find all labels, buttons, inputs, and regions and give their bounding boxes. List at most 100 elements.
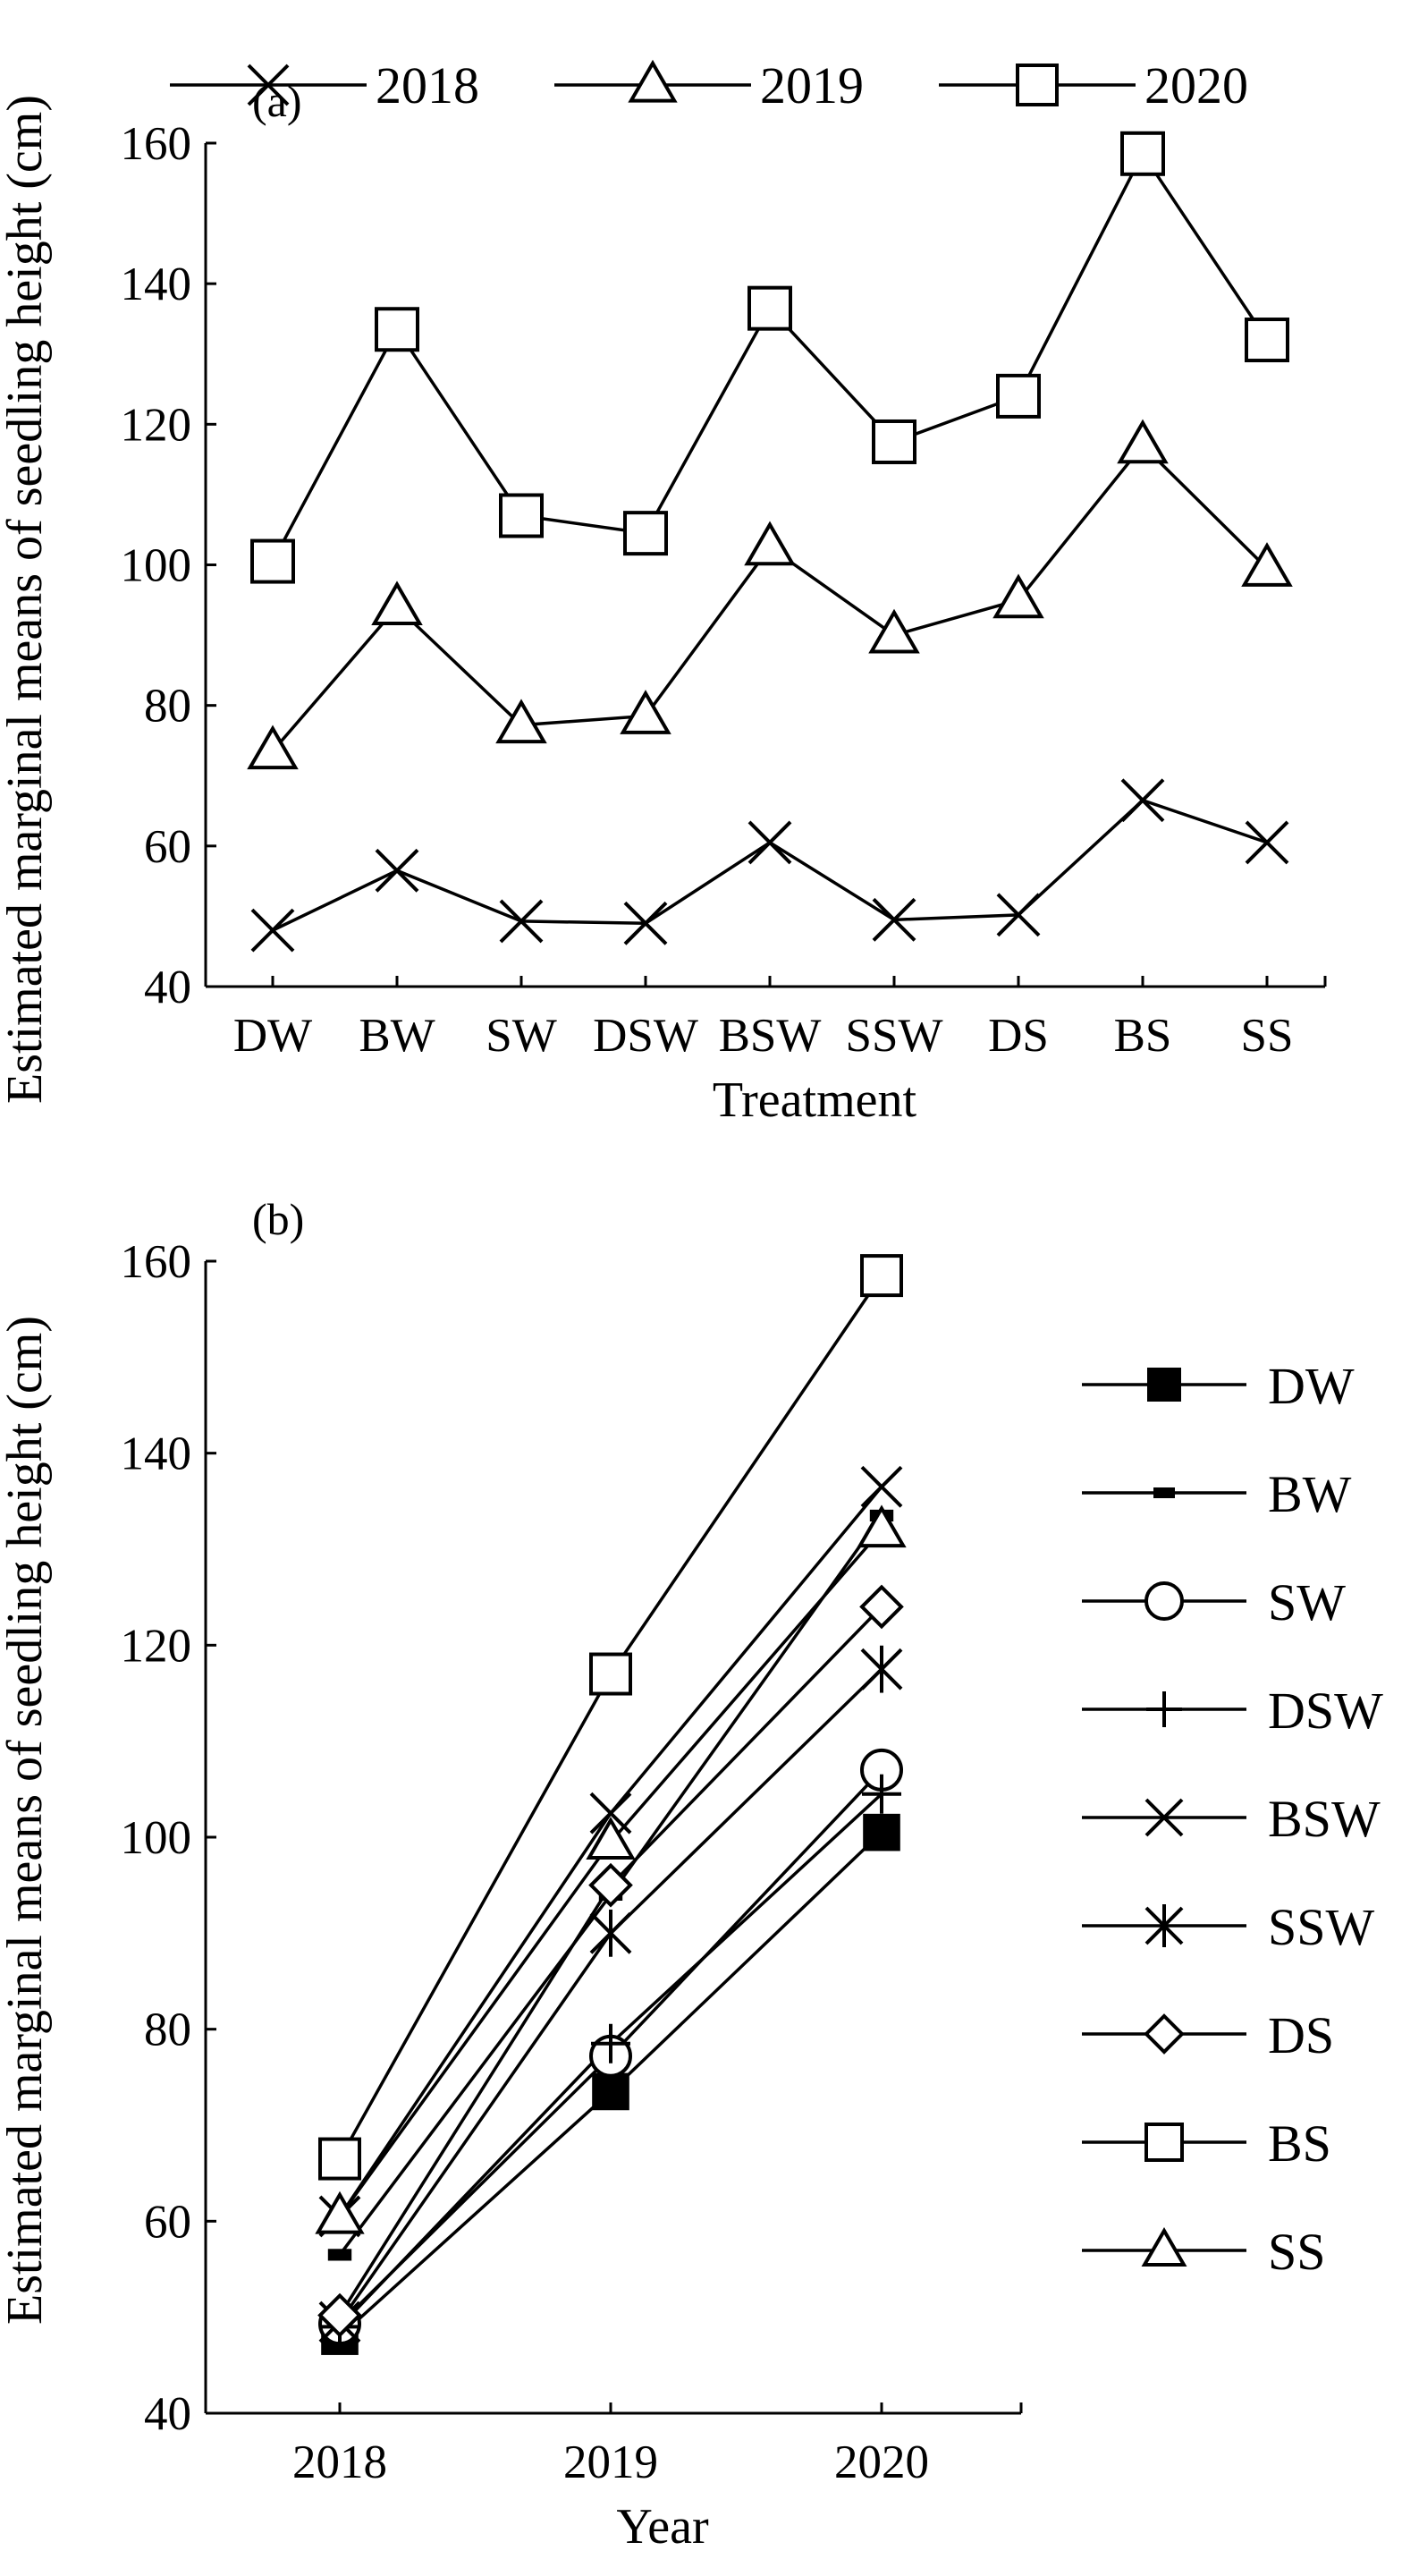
data-point-2019-BS-shape bbox=[1117, 419, 1169, 464]
x-tick-label-SW: SW bbox=[486, 1010, 557, 1062]
x-tick-label-2019: 2019 bbox=[563, 2436, 658, 2488]
panel-a: 40 60 80 100 120 140 160 DW BW SW DSW BSW SSW DS BS SS T… bbox=[121, 56, 1327, 1128]
legend-marker-2018 bbox=[247, 64, 290, 106]
legend-marker-BW bbox=[1153, 1487, 1175, 1498]
x-tick-label-BW: BW bbox=[359, 1010, 435, 1062]
data-point-2018-SW bbox=[499, 899, 544, 944]
legend-marker-2018-stroke bbox=[247, 64, 290, 106]
data-point-SSW-2020 bbox=[860, 1645, 903, 1693]
data-point-2020-SW-shape bbox=[499, 493, 544, 538]
legend-marker-SS-shape bbox=[1141, 2227, 1187, 2267]
data-point-2018-DS-stroke bbox=[996, 893, 1041, 937]
data-point-DS-2018 bbox=[317, 2292, 362, 2338]
legend-label-2019: 2019 bbox=[760, 56, 864, 114]
legend-marker-BS bbox=[1144, 2123, 1184, 2162]
data-point-BS-2020 bbox=[860, 1254, 903, 1298]
data-point-DSW-2020 bbox=[862, 1774, 901, 1814]
data-point-2020-SS-shape bbox=[1245, 318, 1289, 363]
data-point-DW-2020-shape bbox=[863, 1813, 900, 1852]
y-tick-label-100: 100 bbox=[121, 1812, 192, 1864]
y-tick-label-40: 40 bbox=[144, 2388, 191, 2440]
x-tick-label-DS: DS bbox=[988, 1010, 1049, 1062]
data-point-2018-DS bbox=[996, 893, 1041, 937]
data-point-2020-DW bbox=[250, 538, 295, 584]
data-point-2019-DS bbox=[992, 573, 1044, 619]
data-point-BSW-2020-stroke bbox=[860, 1465, 903, 1508]
legend-label-SW: SW bbox=[1268, 1573, 1346, 1631]
legend-right: DW BW SW DSW BSW SSW DS BS SS bbox=[1082, 1357, 1383, 2281]
data-point-BSW-2019-stroke bbox=[589, 1792, 632, 1835]
y-axis-title-panel-a: Estimated marginal means of seedling hei… bbox=[0, 95, 53, 1104]
data-point-2020-DSW-shape bbox=[623, 511, 668, 556]
legend-marker-BS-shape bbox=[1144, 2123, 1184, 2162]
series-line-2019 bbox=[271, 443, 1269, 752]
data-point-BSW-2020 bbox=[860, 1465, 903, 1508]
data-point-BS-2019-shape bbox=[589, 1652, 632, 1696]
data-point-DS-2020-shape bbox=[859, 1584, 904, 1630]
data-point-2018-BW bbox=[375, 848, 419, 893]
legend-marker-DW bbox=[1147, 1368, 1181, 1402]
data-point-DSW-2019 bbox=[591, 2023, 630, 2063]
legend-label-DW: DW bbox=[1268, 1357, 1355, 1415]
legend-label-BSW: BSW bbox=[1268, 1790, 1381, 1848]
legend-top: 2018 2019 2020 bbox=[170, 56, 1248, 114]
data-point-DS-2019 bbox=[588, 1862, 633, 1908]
legend-marker-2020 bbox=[1016, 64, 1059, 106]
x-tick-label-BS: BS bbox=[1114, 1010, 1172, 1062]
legend-marker-SW bbox=[1144, 1581, 1184, 1621]
y-tick-label-60: 60 bbox=[144, 2196, 191, 2248]
data-point-2018-BS bbox=[1120, 778, 1165, 823]
legend-label-SS: SS bbox=[1268, 2223, 1326, 2281]
data-point-SS-2018 bbox=[315, 2190, 365, 2234]
legend-label-BW: BW bbox=[1268, 1465, 1352, 1523]
data-point-2019-BSW bbox=[744, 521, 796, 566]
legend-marker-SW-shape bbox=[1144, 1581, 1184, 1621]
data-point-2018-BSW bbox=[747, 820, 792, 865]
data-point-2018-DW-stroke bbox=[250, 908, 295, 953]
data-point-BW-2018-shape bbox=[327, 2249, 352, 2261]
data-point-2019-BW bbox=[371, 580, 423, 626]
data-point-SS-2018-shape bbox=[315, 2190, 365, 2234]
legend-marker-DSW bbox=[1146, 1691, 1182, 1727]
data-point-BS-2020-shape bbox=[860, 1254, 903, 1298]
data-point-BW-2018 bbox=[327, 2249, 352, 2261]
y-tick-label-140: 140 bbox=[121, 258, 192, 310]
data-point-2018-DSW bbox=[623, 901, 668, 945]
data-point-DS-2020 bbox=[859, 1584, 904, 1630]
x-axis-title: Year bbox=[616, 2499, 709, 2555]
data-point-2019-BSW-shape bbox=[744, 521, 796, 566]
data-point-2019-DW bbox=[247, 724, 299, 770]
data-point-2020-BSW bbox=[747, 285, 792, 331]
y-tick-label-40: 40 bbox=[144, 962, 191, 1013]
data-point-2018-SS-stroke bbox=[1245, 820, 1289, 865]
data-point-2019-SW-shape bbox=[495, 699, 547, 744]
data-point-2018-SS bbox=[1245, 820, 1289, 865]
data-point-2019-SSW bbox=[868, 608, 920, 654]
x-tick-label-SSW: SSW bbox=[846, 1010, 943, 1062]
data-point-2020-SSW-shape bbox=[872, 419, 916, 464]
y-tick-label-80: 80 bbox=[144, 2004, 191, 2056]
data-point-BS-2018 bbox=[318, 2137, 361, 2181]
x-tick-label-DW: DW bbox=[233, 1010, 312, 1062]
series-line-DS bbox=[338, 1606, 883, 2317]
data-point-2019-BS bbox=[1117, 419, 1169, 464]
legend-label-DS: DS bbox=[1268, 2006, 1334, 2064]
series-line-2020 bbox=[271, 150, 1269, 563]
data-point-2020-BSW-shape bbox=[747, 285, 792, 331]
y-tick-label-120: 120 bbox=[121, 399, 192, 451]
x-tick-label-BSW: BSW bbox=[719, 1010, 822, 1062]
panel-b: 40 60 80 100 120 140 160 2018 2019 2020 Year (b) DW B… bbox=[121, 1194, 1384, 2555]
x-tick-label-DSW: DSW bbox=[593, 1010, 698, 1062]
data-point-2019-SSW-shape bbox=[868, 608, 920, 654]
data-point-2018-SSW bbox=[872, 897, 916, 942]
data-point-2020-SS bbox=[1245, 318, 1289, 363]
data-point-2019-DS-shape bbox=[992, 573, 1044, 619]
legend-label-2020: 2020 bbox=[1144, 56, 1248, 114]
data-point-2019-BW-shape bbox=[371, 580, 423, 626]
data-point-2019-SS-shape bbox=[1241, 542, 1293, 587]
x-tick-label-SS: SS bbox=[1241, 1010, 1294, 1062]
data-point-2020-BW bbox=[375, 307, 419, 352]
legend-marker-DW-shape bbox=[1147, 1368, 1181, 1402]
y-tick-label-120: 120 bbox=[121, 1620, 192, 1672]
